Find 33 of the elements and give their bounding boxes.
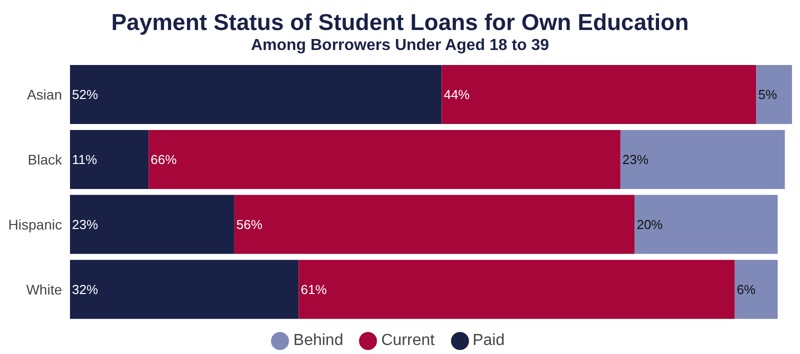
legend-label: Current	[381, 332, 435, 349]
data-label: 61%	[300, 282, 328, 297]
data-label: 32%	[72, 282, 98, 297]
data-label: 5%	[758, 87, 778, 102]
bar	[70, 130, 149, 189]
bar	[442, 65, 756, 124]
y-tick-label: Asian	[26, 86, 62, 102]
data-label: 6%	[736, 282, 756, 297]
data-label: 44%	[444, 87, 470, 102]
y-tick-label: White	[26, 281, 62, 298]
bar	[620, 130, 785, 189]
bar	[70, 194, 234, 254]
data-label: 66%	[150, 152, 178, 167]
data-label: 52%	[72, 87, 98, 102]
data-label: 20%	[636, 216, 664, 232]
bar	[298, 260, 735, 319]
bar	[634, 194, 778, 254]
bar	[70, 65, 442, 124]
data-label: 11%	[72, 152, 98, 167]
chart-subtitle: Among Borrowers Under Aged 18 to 39	[250, 36, 550, 56]
bar	[70, 260, 299, 319]
bar	[234, 194, 635, 254]
chart-title: Payment Status of Student Loans for Own Education	[110, 8, 690, 36]
y-tick-label: Black	[28, 151, 63, 168]
bar	[148, 130, 620, 189]
bar	[734, 260, 778, 319]
data-label: 23%	[622, 152, 649, 167]
legend-label: Paid	[472, 332, 505, 349]
y-tick-label: Hispanic	[8, 216, 62, 232]
data-label: 56%	[236, 216, 263, 232]
legend-label: Behind	[293, 332, 344, 349]
data-label: 23%	[72, 216, 98, 232]
bar	[756, 65, 792, 124]
